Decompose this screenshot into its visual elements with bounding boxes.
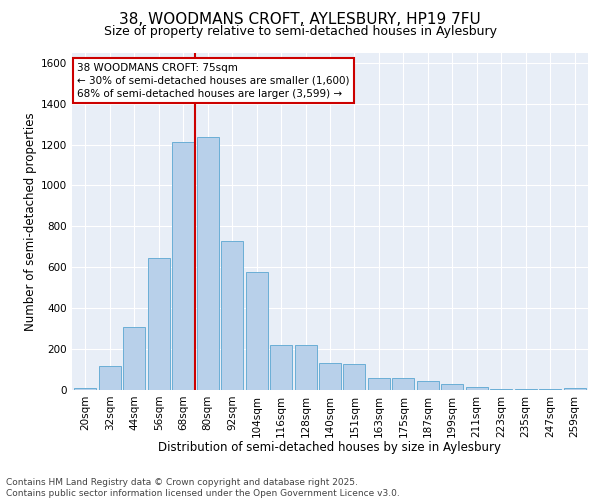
Bar [563,388,586,390]
Bar [124,326,145,390]
X-axis label: Distribution of semi-detached houses by size in Aylesbury: Distribution of semi-detached houses by … [158,441,502,454]
Y-axis label: Number of semi-detached properties: Number of semi-detached properties [24,112,37,330]
Text: 38 WOODMANS CROFT: 75sqm
← 30% of semi-detached houses are smaller (1,600)
68% o: 38 WOODMANS CROFT: 75sqm ← 30% of semi-d… [77,62,350,99]
Bar [539,389,561,390]
Text: Size of property relative to semi-detached houses in Aylesbury: Size of property relative to semi-detach… [104,25,497,38]
Bar [343,364,365,390]
Bar [392,378,415,390]
Bar [490,389,512,390]
Text: Contains HM Land Registry data © Crown copyright and database right 2025.
Contai: Contains HM Land Registry data © Crown c… [6,478,400,498]
Bar [466,387,488,390]
Bar [245,272,268,390]
Bar [172,142,194,390]
Bar [148,258,170,390]
Text: 38, WOODMANS CROFT, AYLESBURY, HP19 7FU: 38, WOODMANS CROFT, AYLESBURY, HP19 7FU [119,12,481,28]
Bar [295,345,317,390]
Bar [441,384,463,390]
Bar [221,240,243,390]
Bar [319,364,341,390]
Bar [417,381,439,390]
Bar [74,388,97,390]
Bar [515,389,536,390]
Bar [99,366,121,390]
Bar [368,378,390,390]
Bar [197,138,219,390]
Bar [270,345,292,390]
